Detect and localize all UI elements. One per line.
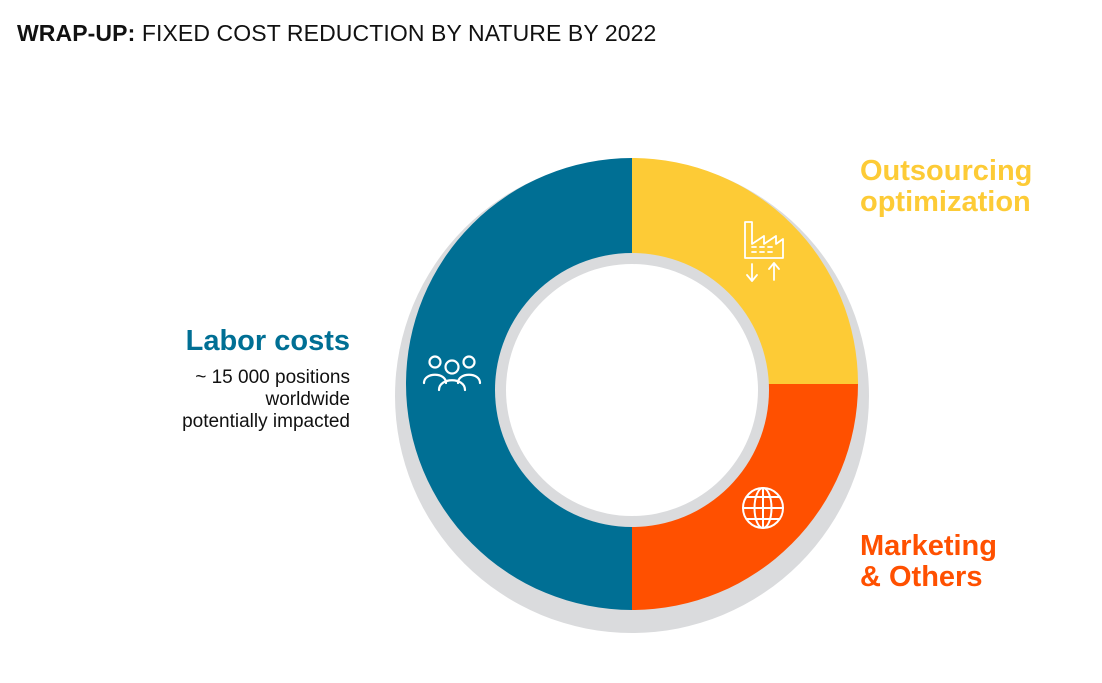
labor-detail-line-1: ~ 15 000 positions	[195, 367, 350, 388]
page-title: WRAP-UP: FIXED COST REDUCTION BY NATURE …	[17, 20, 656, 47]
label-labor-line-1: Labor costs	[185, 325, 350, 357]
label-labor: Labor costs	[186, 326, 350, 357]
segment-marketing	[632, 384, 858, 610]
labor-detail-line-3: potentially impacted	[182, 411, 350, 432]
people-group-icon	[422, 355, 482, 392]
label-outsourcing-line-1: Outsourcing	[860, 155, 1033, 187]
title-text: FIXED COST REDUCTION BY NATURE BY 2022	[135, 20, 657, 46]
factory-arrows-icon	[744, 221, 784, 282]
labor-detail-line-2: worldwide	[265, 389, 350, 410]
donut-center	[506, 264, 758, 516]
title-prefix: WRAP-UP:	[17, 20, 136, 46]
globe-icon	[742, 487, 784, 529]
labor-detail: ~ 15 000 positions worldwide potentially…	[182, 367, 350, 433]
label-outsourcing: Outsourcing optimization	[860, 156, 1032, 218]
segment-outsourcing	[632, 158, 858, 384]
label-outsourcing-line-2: optimization	[860, 186, 1031, 218]
label-marketing-line-2: & Others	[860, 561, 983, 593]
label-marketing-line-1: Marketing	[860, 530, 997, 562]
label-marketing: Marketing & Others	[860, 531, 997, 593]
